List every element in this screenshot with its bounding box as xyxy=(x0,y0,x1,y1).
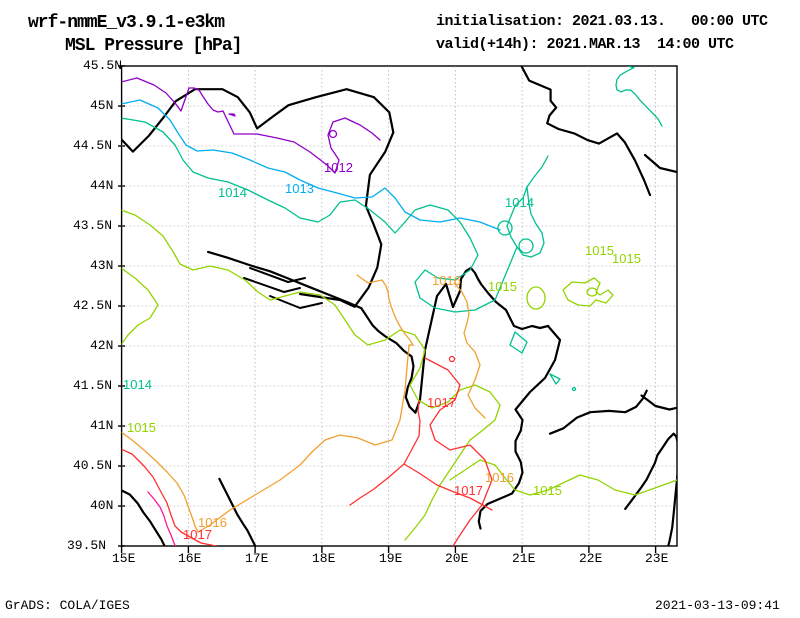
svg-text:1017: 1017 xyxy=(454,483,483,498)
svg-text:1017: 1017 xyxy=(183,527,212,542)
svg-text:1014: 1014 xyxy=(505,195,534,210)
svg-text:1016: 1016 xyxy=(485,470,514,485)
svg-text:1015: 1015 xyxy=(612,251,641,266)
svg-text:1017: 1017 xyxy=(427,395,456,410)
svg-text:1013: 1013 xyxy=(285,181,314,196)
svg-text:1016: 1016 xyxy=(432,273,461,288)
svg-text:1015: 1015 xyxy=(533,483,562,498)
svg-text:1015: 1015 xyxy=(488,279,517,294)
svg-text:1014: 1014 xyxy=(123,377,152,392)
svg-text:1012: 1012 xyxy=(324,160,353,175)
svg-text:1015: 1015 xyxy=(127,420,156,435)
svg-text:1014: 1014 xyxy=(218,185,247,200)
svg-text:1015: 1015 xyxy=(585,243,614,258)
